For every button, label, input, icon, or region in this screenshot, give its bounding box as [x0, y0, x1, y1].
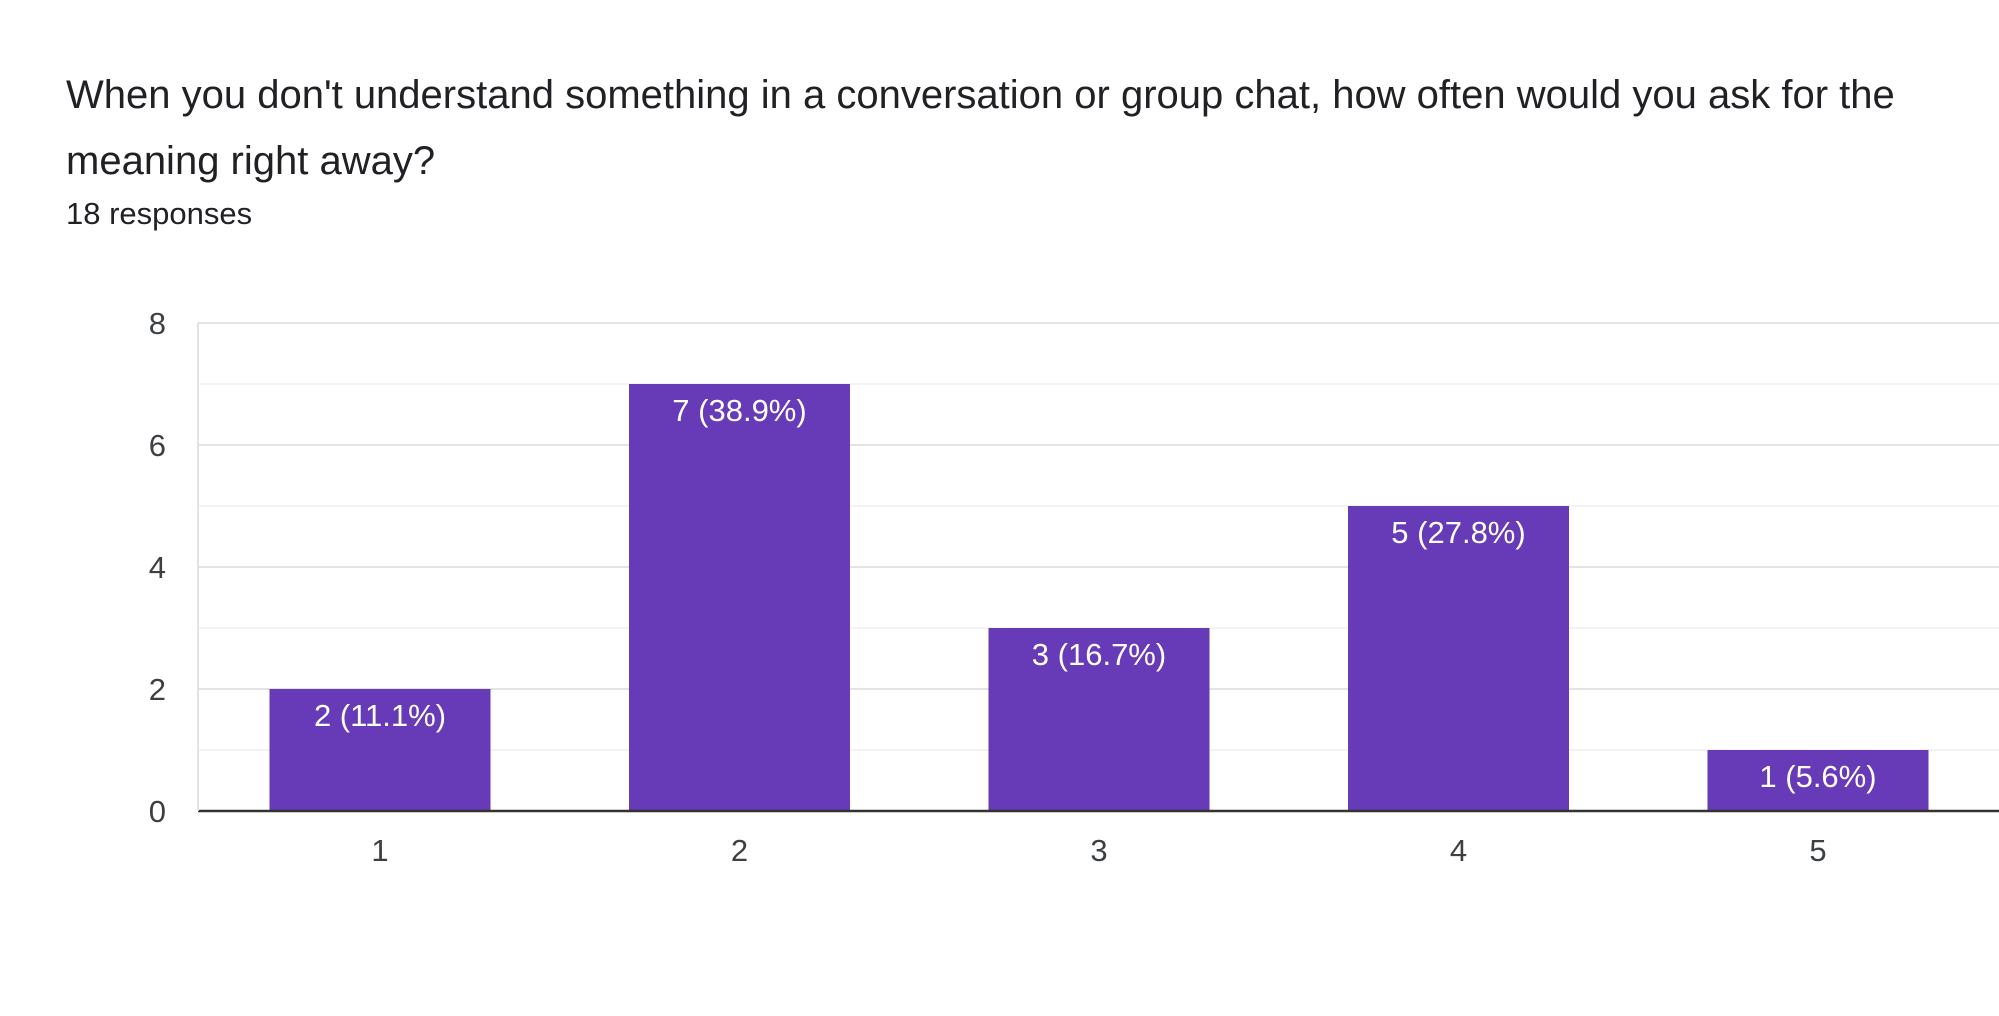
bar-data-label: 3 (16.7%): [1032, 637, 1166, 672]
x-tick-label: 3: [1090, 833, 1107, 868]
x-tick-label: 5: [1809, 833, 1826, 868]
bar-3[interactable]: [988, 628, 1210, 811]
bar-data-label: 1 (5.6%): [1759, 759, 1876, 794]
x-tick-label: 4: [1450, 833, 1467, 868]
y-tick-label: 4: [149, 550, 166, 585]
bar-data-label: 7 (38.9%): [672, 393, 806, 428]
bar-5[interactable]: [1707, 750, 1929, 811]
x-tick-label: 2: [731, 833, 748, 868]
y-tick-label: 6: [149, 428, 166, 463]
bar-4[interactable]: [1348, 506, 1569, 811]
bar-data-label: 5 (27.8%): [1391, 515, 1525, 550]
y-tick-label: 2: [149, 672, 166, 707]
x-tick-label: 1: [371, 833, 388, 868]
response-count: 18 responses: [66, 196, 253, 231]
bar-2[interactable]: [629, 384, 850, 811]
y-tick-label: 8: [149, 306, 166, 341]
question-title: When you don't understand something in a…: [66, 73, 1895, 183]
y-axis-tick-labels: 0 2 4 6 8: [149, 306, 166, 829]
bar-1[interactable]: [269, 689, 491, 811]
y-tick-label: 0: [149, 794, 166, 829]
bar-data-label: 2 (11.1%): [314, 698, 446, 733]
gridlines: [198, 322, 1999, 751]
x-axis-tick-labels: 1 2 3 4 5: [371, 833, 1826, 868]
bars: 2 (11.1%) 7 (38.9%) 3 (16.7%) 5 (27.8%) 1 (5…: [269, 384, 1929, 811]
